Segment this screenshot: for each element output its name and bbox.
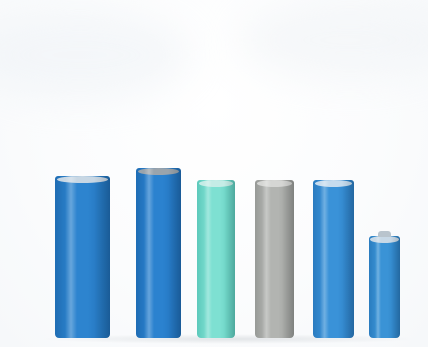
cell-shadow xyxy=(93,176,110,338)
cell-shadow xyxy=(223,180,235,338)
cell-highlight xyxy=(320,180,330,338)
cell-highlight xyxy=(374,236,382,338)
cell-shadow xyxy=(167,168,181,338)
cell-highlight xyxy=(203,180,213,338)
background-haze-right xyxy=(240,0,428,80)
cell-top-cap xyxy=(137,168,180,175)
cell-highlight xyxy=(262,180,271,338)
cell-shadow xyxy=(390,236,400,338)
medium-blue-cell xyxy=(313,180,354,338)
cell-highlight xyxy=(144,168,154,338)
cell-top-cap xyxy=(57,176,108,183)
cell-top-cap xyxy=(256,180,293,187)
cell-top-cap xyxy=(314,180,353,187)
cell-shadow xyxy=(341,180,354,338)
gray-cell xyxy=(255,180,294,338)
cell-top-cap xyxy=(198,180,234,187)
tall-blue-cell xyxy=(136,168,181,338)
small-blue-cell xyxy=(369,236,400,338)
background-haze-left xyxy=(0,10,190,100)
mint-cell xyxy=(197,180,235,338)
positive-terminal xyxy=(378,231,391,237)
large-blue-cell xyxy=(55,176,110,338)
cell-top-cap xyxy=(370,236,399,243)
cell-highlight xyxy=(64,176,77,338)
floor-shadow xyxy=(40,334,420,344)
cell-shadow xyxy=(282,180,294,338)
